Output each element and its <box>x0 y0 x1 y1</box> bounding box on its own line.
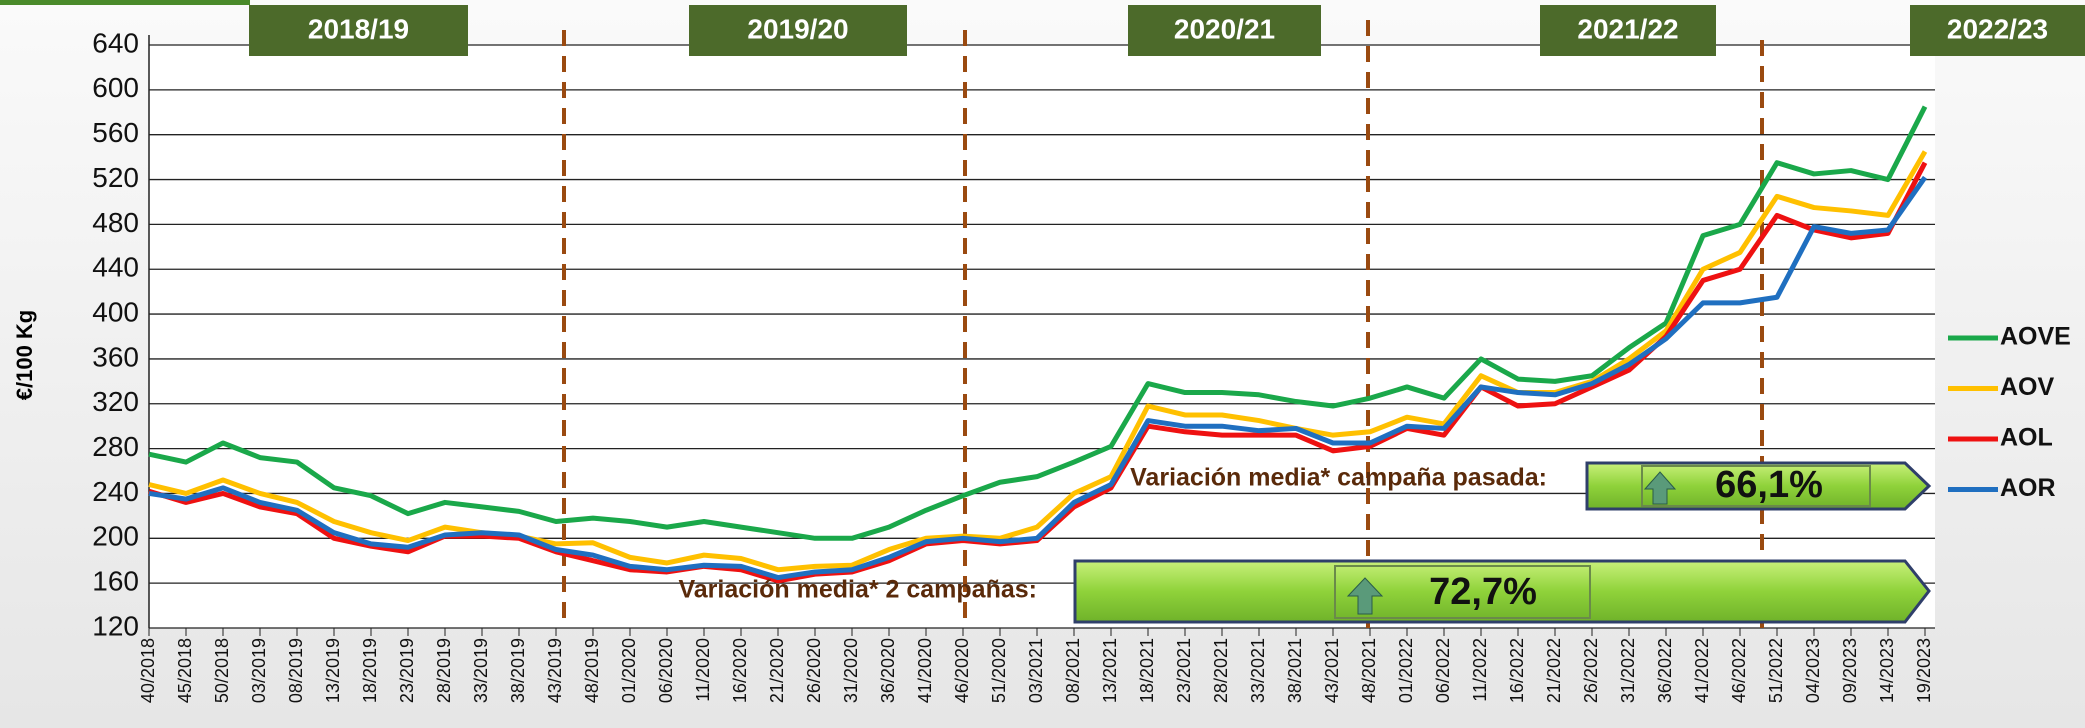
x-tick-label: 23/2021 <box>1174 638 1194 703</box>
legend-label: AOV <box>2000 373 2055 401</box>
annotation: Variación media* 2 campañas: <box>678 576 1037 604</box>
x-tick-label: 21/2022 <box>1544 638 1564 703</box>
x-tick-label: 33/2019 <box>471 638 491 703</box>
x-tick-label: 36/2022 <box>1655 638 1675 703</box>
y-tick-label: 440 <box>92 252 139 283</box>
y-tick-label: 400 <box>92 296 139 327</box>
x-tick-label: 11/2020 <box>693 638 713 702</box>
x-tick-label: 31/2022 <box>1618 638 1638 703</box>
x-tick-label: 46/2020 <box>952 638 972 703</box>
x-tick-label: 08/2019 <box>286 638 306 703</box>
y-tick-label: 240 <box>92 476 139 507</box>
y-tick-label: 560 <box>92 117 139 148</box>
x-tick-label: 38/2019 <box>508 638 528 703</box>
y-tick-label: 360 <box>92 341 139 372</box>
campaign-banner <box>249 5 468 56</box>
x-tick-label: 06/2020 <box>656 638 676 703</box>
campaign-banner <box>1128 5 1321 56</box>
campaign-label: 2021/22 <box>1577 13 1678 44</box>
series <box>148 105 1928 584</box>
campaign-banner <box>689 5 907 56</box>
y-tick-label: 120 <box>92 610 139 641</box>
arrow-box <box>1073 559 1931 624</box>
x-tick-label: 23/2019 <box>397 638 417 703</box>
legend-label: AOL <box>2000 424 2053 452</box>
y-axis-title: €/100 Kg <box>12 310 37 401</box>
x-tick-label: 51/2020 <box>989 638 1009 703</box>
y-tick-label: 640 <box>92 27 139 58</box>
campaign-label: 2018/19 <box>308 13 409 44</box>
annotation: Variación media* campaña pasada: <box>1130 464 1547 492</box>
up-arrow <box>1643 471 1677 505</box>
x-tick-label: 51/2022 <box>1766 638 1786 703</box>
x-tick-label: 28/2019 <box>434 638 454 703</box>
y-tick-label: 320 <box>92 386 139 417</box>
y-tick-label: 520 <box>92 162 139 193</box>
x-tick-label: 46/2022 <box>1729 638 1749 703</box>
x-tick-label: 19/2023 <box>1914 638 1934 703</box>
legend-label: AOVE <box>2000 323 2071 351</box>
series-line <box>148 105 1928 541</box>
x-tick-label: 09/2023 <box>1840 638 1860 703</box>
x-tick-label: 01/2022 <box>1396 638 1416 703</box>
x-tick-label: 28/2021 <box>1211 638 1231 703</box>
up-arrow <box>1346 577 1384 615</box>
x-tick-label: 26/2020 <box>804 638 824 703</box>
x-tick-label: 04/2023 <box>1803 638 1823 703</box>
arrow-box <box>1585 461 1932 511</box>
x-tick-label: 50/2018 <box>212 638 232 703</box>
x-tick-label: 48/2021 <box>1359 638 1379 703</box>
x-tick-label: 41/2022 <box>1692 638 1712 703</box>
y-tick-label: 280 <box>92 431 139 462</box>
campaign-label: 2020/21 <box>1174 13 1275 44</box>
x-tick-label: 48/2019 <box>582 638 602 703</box>
x-tick-label: 03/2019 <box>249 638 269 703</box>
y-tick-label: 200 <box>92 521 139 552</box>
x-tick-label: 21/2020 <box>767 638 787 703</box>
x-tick-label: 43/2021 <box>1322 638 1342 703</box>
legend-label: AOR <box>2000 474 2056 502</box>
annotation-value: 66,1% <box>1715 464 1823 506</box>
x-tick-label: 31/2020 <box>841 638 861 703</box>
campaign-banner <box>1540 5 1716 56</box>
series-line <box>148 175 1928 581</box>
y-tick-label: 600 <box>92 72 139 103</box>
x-tick-label: 36/2020 <box>878 638 898 703</box>
value-box <box>1334 565 1591 619</box>
x-tick-label: 38/2021 <box>1285 638 1305 703</box>
campaign-label: 2019/20 <box>747 13 848 44</box>
campaign-dividers <box>562 20 1764 628</box>
x-tick-label: 16/2022 <box>1507 638 1527 703</box>
corner-strip <box>0 0 250 5</box>
annotation-value: 72,7% <box>1429 571 1537 613</box>
y-tick-label: 480 <box>92 207 139 238</box>
x-tick-label: 14/2023 <box>1877 638 1897 703</box>
x-tick-label: 33/2021 <box>1248 638 1268 703</box>
arrow-boxes <box>1073 461 1932 624</box>
x-tick-label: 26/2022 <box>1581 638 1601 703</box>
y-tick-label: 160 <box>92 566 139 597</box>
x-tick-label: 03/2021 <box>1026 638 1046 703</box>
x-tick-label: 13/2019 <box>323 638 343 703</box>
x-tick-label: 08/2021 <box>1063 638 1083 703</box>
x-tick-label: 16/2020 <box>730 638 750 703</box>
series-line <box>148 150 1928 573</box>
campaign-label: 2022/23 <box>1947 13 2048 44</box>
x-tick-label: 11/2022 <box>1470 638 1490 702</box>
x-tick-label: 13/2021 <box>1100 638 1120 703</box>
x-tick-label: 06/2022 <box>1433 638 1453 703</box>
x-tick-label: 45/2018 <box>175 638 195 703</box>
campaign-banner <box>1910 5 2085 56</box>
value-box <box>1641 465 1871 507</box>
x-tick-label: 40/2018 <box>138 638 158 703</box>
x-tick-label: 41/2020 <box>915 638 935 703</box>
x-tick-label: 43/2019 <box>545 638 565 703</box>
x-tick-label: 18/2019 <box>360 638 380 703</box>
x-tick-label: 01/2020 <box>619 638 639 703</box>
x-tick-label: 18/2021 <box>1137 638 1157 703</box>
